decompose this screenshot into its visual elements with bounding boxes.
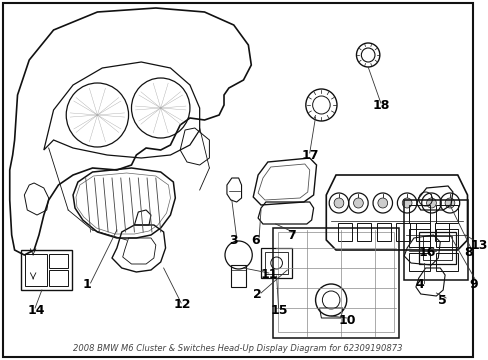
Text: 12: 12 [173, 298, 190, 311]
Circle shape [426, 198, 435, 208]
Bar [261, 248, 292, 278]
Bar [357, 223, 370, 241]
Bar [21, 250, 72, 290]
Bar [408, 205, 429, 223]
Bar [396, 223, 409, 241]
Circle shape [444, 198, 454, 208]
Bar [337, 223, 351, 241]
Text: 8: 8 [464, 247, 472, 260]
Text: 4: 4 [415, 279, 424, 292]
Bar [418, 232, 455, 264]
Circle shape [377, 198, 387, 208]
Text: 6: 6 [251, 234, 260, 247]
Text: 5: 5 [437, 293, 446, 306]
Circle shape [402, 198, 411, 208]
Text: 2008 BMW M6 Cluster & Switches Head-Up Display Diagram for 62309190873: 2008 BMW M6 Cluster & Switches Head-Up D… [73, 344, 402, 353]
Bar [422, 236, 451, 260]
Bar [230, 265, 246, 287]
Bar [408, 253, 429, 271]
Text: 11: 11 [261, 269, 278, 282]
Text: 17: 17 [301, 149, 319, 162]
Bar [277, 232, 394, 332]
Text: 2: 2 [253, 288, 262, 302]
Text: 1: 1 [82, 279, 91, 292]
Bar [404, 200, 467, 280]
Bar [434, 223, 448, 241]
Bar [25, 254, 47, 286]
Bar [49, 270, 68, 286]
Bar [264, 252, 288, 274]
Bar [435, 253, 457, 271]
Text: 3: 3 [228, 234, 237, 247]
Text: 10: 10 [338, 314, 356, 327]
Bar [272, 228, 399, 338]
Bar [49, 254, 68, 268]
Text: 7: 7 [287, 229, 295, 242]
Bar [435, 229, 457, 247]
Bar [408, 229, 429, 247]
Text: 15: 15 [270, 303, 288, 316]
Text: 18: 18 [372, 99, 389, 112]
Text: 14: 14 [27, 303, 45, 316]
Bar [415, 223, 428, 241]
Text: 16: 16 [418, 247, 435, 260]
Bar [435, 205, 457, 223]
Circle shape [333, 198, 343, 208]
Bar [376, 223, 390, 241]
Circle shape [353, 198, 363, 208]
Text: 13: 13 [469, 239, 487, 252]
Text: 9: 9 [468, 279, 477, 292]
